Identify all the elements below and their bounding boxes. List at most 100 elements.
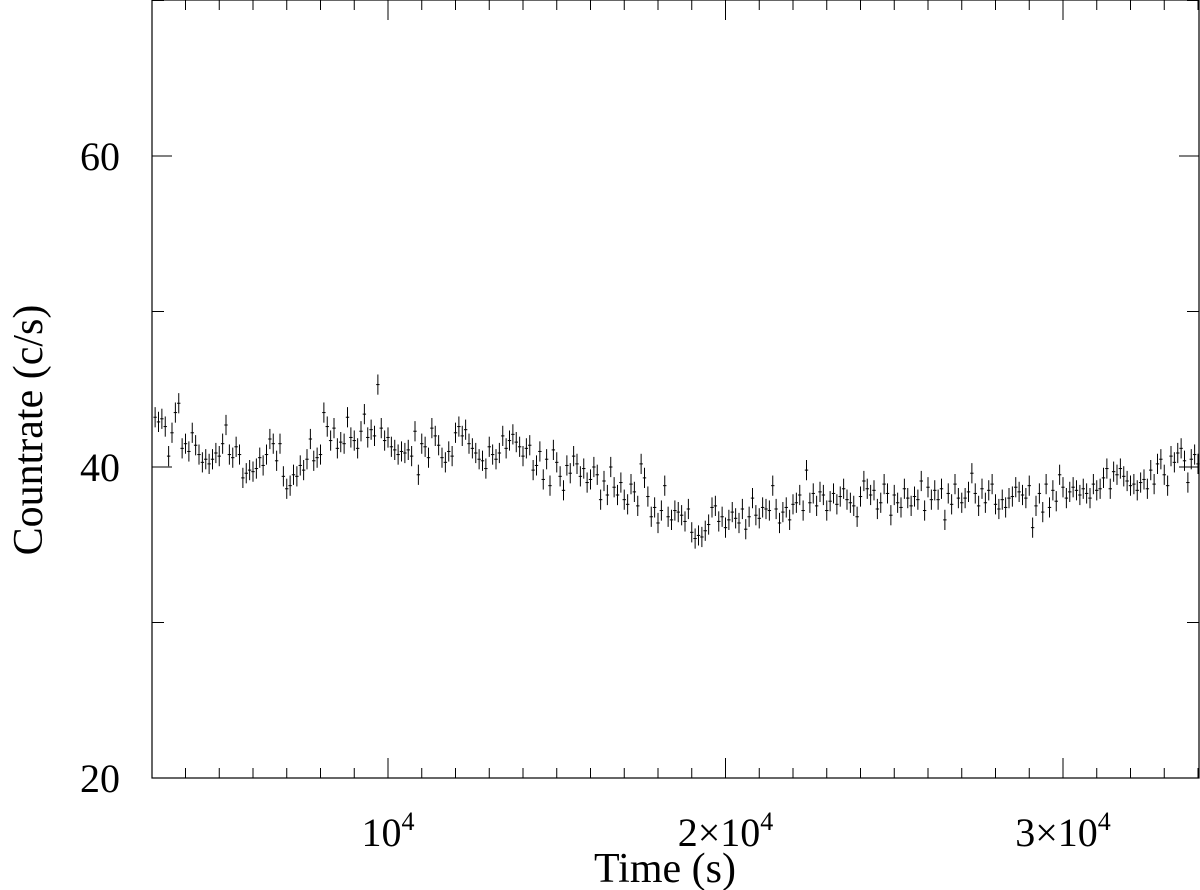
data-point [156,411,161,433]
data-point [193,435,198,456]
data-point [1189,449,1193,470]
data-point [345,407,350,428]
data-point [231,447,235,468]
data-point [291,464,296,485]
data-point [325,416,329,437]
data-point [366,427,370,448]
data-point [1169,446,1173,467]
data-point [386,427,390,448]
data-point [639,453,643,474]
data-point [558,466,562,487]
data-point [565,455,569,476]
data-point [1122,466,1126,487]
data-point [987,480,991,501]
data-point [733,508,738,529]
data-point [1003,497,1008,518]
data-point [177,393,181,414]
data-point [889,505,893,526]
data-point [517,436,522,457]
data-point [906,487,910,509]
data-point [946,483,950,504]
data-point [784,497,788,518]
data-point [241,467,245,488]
data-point [210,449,215,470]
data-point [983,492,988,513]
data-point [1165,475,1170,496]
data-point [548,475,552,496]
data-point [828,491,832,512]
data-point [531,460,535,481]
data-point [1010,486,1015,507]
data-point [578,466,583,487]
data-point [544,449,549,470]
data-point [767,500,772,521]
data-point [1145,478,1150,499]
data-point [787,509,792,530]
data-point [750,487,755,509]
data-point [190,422,194,443]
data-point [902,478,907,499]
data-point [1037,483,1042,504]
data-point [166,446,171,467]
data-point [929,489,934,510]
data-point [1111,461,1116,482]
data-point [1179,438,1183,459]
data-point [295,466,299,487]
y-tick-label: 40 [80,445,120,490]
data-point [825,500,829,521]
data-point [511,424,515,445]
data-point [760,497,765,518]
data-point [814,495,819,516]
data-point [656,512,660,534]
data-point [808,492,812,513]
data-point [1149,460,1153,481]
data-point [669,509,674,530]
data-point [615,484,620,506]
data-point [771,475,775,496]
data-point [1125,470,1129,492]
data-point [349,427,353,448]
y-tick-label: 20 [80,756,120,801]
data-point [919,470,923,492]
data-point [1057,464,1062,485]
data-point [841,478,846,499]
data-point [642,467,647,488]
data-point [214,442,218,464]
data-point [865,478,869,499]
data-point [636,495,640,516]
data-point [757,508,761,529]
data-point [1084,483,1089,504]
data-point [652,497,657,518]
data-point [173,402,178,423]
data-point [879,492,883,513]
data-point [163,416,167,437]
data-point [423,436,427,457]
data-point [713,495,718,516]
data-point [980,478,984,499]
data-point [409,446,414,467]
data-point [831,483,836,504]
data-point [798,484,802,506]
data-point [926,477,930,498]
data-point [960,492,964,513]
y-tick-labels: 20 40 60 [80,134,120,801]
data-point [1105,458,1109,479]
data-point [1078,484,1082,506]
data-point [706,514,711,535]
x-tick-label: 3×104 [1015,807,1111,855]
data-point [413,421,417,442]
data-point [541,469,545,490]
data-point [912,486,917,507]
data-point [247,460,252,481]
data-point [551,439,556,461]
data-point [1064,487,1069,509]
data-point [754,505,758,526]
data-point [1142,469,1146,490]
data-point [818,481,822,502]
x-tick-labels: 104 2×104 3×104 [362,807,1111,855]
data-point [720,506,724,527]
data-point [420,433,424,454]
data-point [443,452,448,473]
data-point [571,446,576,467]
data-point [1098,478,1102,499]
